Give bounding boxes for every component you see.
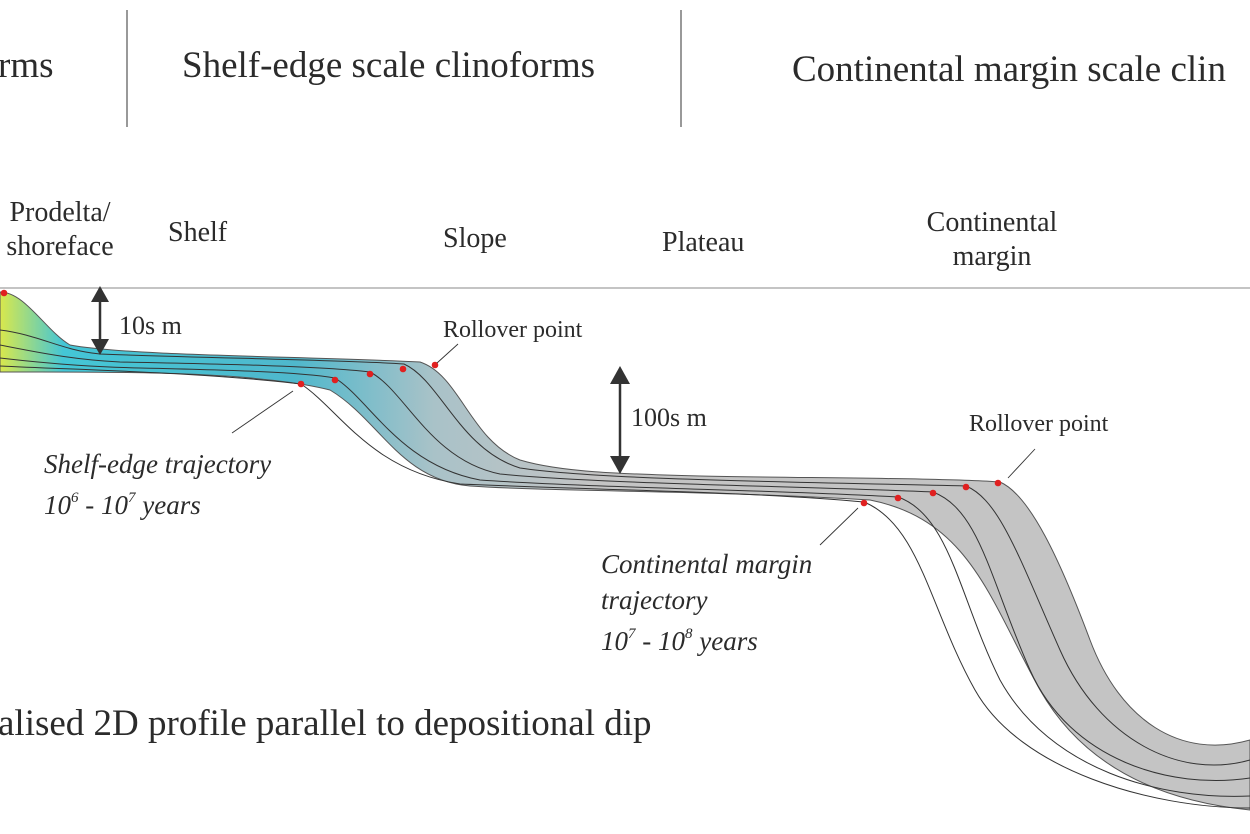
rollover-dot [860, 499, 868, 507]
zone-prodelta-line2: shoreface [6, 231, 114, 262]
ten-m-label: 10s m [119, 311, 182, 340]
shelf-trajectory-exp-a: 6 [71, 490, 79, 506]
margin-trajectory-exp-b: 8 [685, 626, 693, 642]
rollover-dot [366, 370, 374, 378]
zone-plateau-label: Plateau [662, 227, 745, 258]
rollover-dot [399, 365, 407, 373]
header-middle-label: Shelf-edge scale clinoforms [182, 45, 596, 86]
clinoform-body [0, 291, 1250, 811]
zone-continental-line2: margin [952, 241, 1032, 272]
header-right-label: Continental margin scale clin [792, 49, 1226, 90]
rollover-label-2: Rollover point [969, 411, 1109, 437]
clinoform-line-2 [0, 344, 1250, 781]
rollover-leader-1 [436, 343, 459, 364]
zone-continental-line1: Continental [926, 207, 1058, 238]
shelf-trajectory-base-b: - 10 [78, 490, 128, 520]
rollover-dot [331, 376, 339, 384]
zone-prodelta-label: Prodelta/ shoreface [0, 196, 122, 264]
rollover-dot [0, 289, 8, 297]
margin-trajectory-base-a: 10 [601, 626, 628, 656]
margin-trajectory-base-b: - 10 [635, 626, 685, 656]
margin-trajectory-line1: Continental margin [601, 549, 813, 579]
shelf-trajectory-exp-b: 7 [128, 490, 136, 506]
clinoform-line-4 [0, 365, 1250, 809]
rollover-leader-2 [1007, 448, 1036, 479]
shelf-trajectory-years: years [135, 490, 201, 520]
hundred-m-label: 100s m [631, 403, 707, 432]
ten-m-arrow [91, 286, 109, 355]
shelf-trajectory-leader [231, 390, 294, 434]
zone-prodelta-line1: Prodelta/ [9, 197, 111, 228]
margin-trajectory-leader [819, 507, 859, 546]
shelf-trajectory-base-a: 10 [44, 490, 71, 520]
rollover-dot [297, 380, 305, 388]
margin-trajectory-label: Continental margin trajectory 107 - 108 … [601, 546, 812, 659]
shelf-trajectory-line1: Shelf-edge trajectory [44, 449, 272, 479]
zone-continental-label: Continental margin [912, 206, 1072, 274]
margin-trajectory-line2: trajectory [601, 585, 708, 615]
margin-trajectory-years: years [692, 626, 758, 656]
zone-slope-label: Slope [443, 223, 507, 254]
margin-trajectory-exp-a: 7 [628, 626, 636, 642]
header-left-label: rms [0, 45, 54, 86]
rollover-dot [994, 479, 1002, 487]
clinoform-line-1 [0, 329, 1250, 766]
hundred-m-arrow [610, 366, 630, 474]
rollover-dot [894, 494, 902, 502]
rollover-dot [431, 361, 439, 369]
zone-shelf-label: Shelf [168, 217, 228, 248]
rollover-dot [929, 489, 937, 497]
rollover-dot [962, 483, 970, 491]
shelf-trajectory-line2: 106 - 107 years [44, 482, 271, 523]
rollover-label-1: Rollover point [443, 317, 583, 343]
shelf-trajectory-label: Shelf-edge trajectory 106 - 107 years [44, 446, 271, 523]
figure-caption: alised 2D profile parallel to deposition… [0, 703, 652, 744]
clinoform-line-3 [0, 357, 1250, 797]
margin-trajectory-line3: 107 - 108 years [601, 618, 812, 659]
